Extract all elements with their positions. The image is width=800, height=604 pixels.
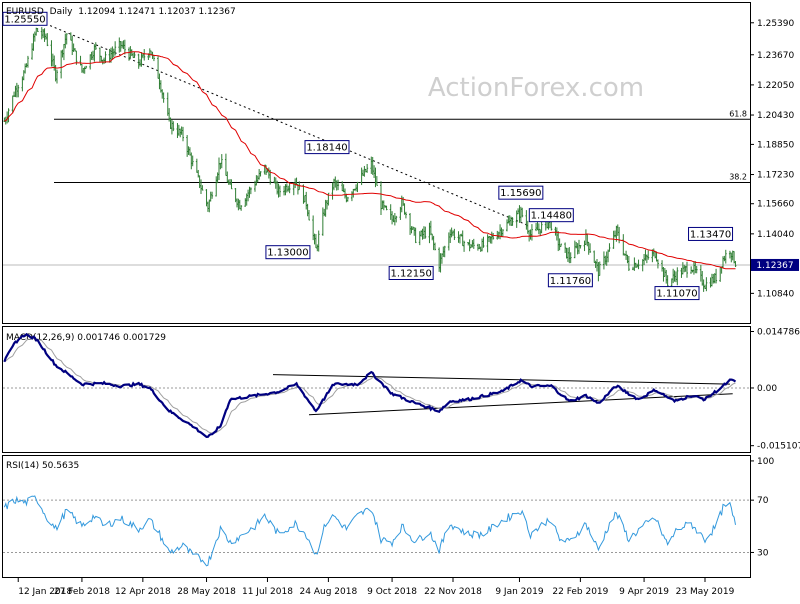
price-annotation-box	[2, 11, 48, 26]
last-price-box	[751, 258, 799, 271]
price-annotation: 1.13000	[267, 248, 308, 259]
macd-label: MACD(12,26,9) 0.001746 0.001729	[6, 333, 166, 343]
macd-trendline	[272, 374, 730, 385]
macd-layer: MACD(12,26,9) 0.001746 0.001729 0.014786 0…	[3, 327, 800, 452]
x-tick-label: 12 Jan 2018	[18, 587, 72, 597]
price-tick-label: 1.23670	[757, 51, 794, 61]
sma-line	[4, 51, 736, 270]
price-annotation-box	[498, 185, 544, 200]
ohlc: 1.12094 1.12471 1.12037 1.12367	[78, 7, 235, 17]
period: Daily	[50, 7, 73, 17]
price-annotation-box	[265, 245, 311, 260]
price-annotation: 1.25550	[4, 14, 45, 25]
x-tick-label: 22 Nov 2018	[424, 587, 482, 597]
price-annotation-box	[654, 286, 700, 301]
macd-line	[3, 332, 737, 439]
price-annotation-box	[304, 140, 350, 155]
fib-label-61.8: 61.8	[729, 109, 747, 118]
x-tick-label: 12 Apr 2018	[115, 587, 171, 597]
price-annotation: 1.15690	[500, 188, 541, 199]
rsi-tick-label: 30	[757, 548, 769, 558]
x-tick-label: 24 Aug 2018	[300, 587, 358, 597]
macd-tick-label: -0.015107	[757, 442, 800, 452]
x-tick-label: 9 Apr 2019	[619, 587, 669, 597]
trendline	[36, 19, 528, 226]
price-tick-label: 1.17230	[757, 171, 794, 181]
rsi-label: RSI(14) 50.5635	[6, 461, 79, 471]
price-annotation-box	[528, 208, 574, 223]
x-tick-label: 9 Oct 2018	[367, 587, 417, 597]
price-annotation: 1.11070	[656, 289, 697, 300]
fib-label-38.2: 38.2	[729, 173, 747, 182]
price-annotation-box	[388, 266, 434, 280]
macd-panel-frame	[2, 326, 751, 453]
price-tick-label: 1.15660	[757, 200, 794, 210]
price-tick-label: 1.20430	[757, 111, 794, 121]
rsi-tick-label: 100	[757, 457, 774, 467]
rsi-layer: RSI(14) 50.5635 100 70 30	[3, 457, 774, 567]
price-annotation: 1.11760	[550, 276, 591, 287]
price-tick-label: 1.22050	[757, 81, 794, 91]
x-tick-label: 23 May 2019	[676, 587, 735, 597]
macd-tick-label: 0.00	[757, 384, 777, 394]
price-annotation: 1.12150	[390, 269, 431, 280]
price-annotation: 1.18140	[306, 143, 347, 154]
rsi-tick-label: 70	[757, 496, 769, 506]
last-price-label: 1.12367	[756, 261, 793, 271]
price-tick-label: 1.18850	[757, 140, 794, 150]
x-tick-label: 27 Feb 2018	[54, 587, 110, 597]
price-annotation: 1.13470	[690, 229, 731, 240]
x-tick-label: 9 Jan 2019	[495, 587, 543, 597]
price-tick-label: 1.25390	[757, 19, 794, 29]
price-layer: 61.8 38.2 1.25550 1.18140 1.13000 1.12150 1.15…	[2, 11, 799, 301]
price-tick-label: 1.10840	[757, 289, 794, 299]
price-annotation-box	[547, 273, 593, 288]
x-tick-label: 22 Feb 2019	[552, 587, 608, 597]
price-annotation-box	[688, 226, 734, 241]
price-annotation: 1.14480	[531, 211, 572, 222]
rsi-line	[3, 495, 736, 567]
rsi-panel-frame	[2, 455, 751, 578]
macd-trendline	[308, 393, 733, 416]
x-tick-label: 11 Jul 2018	[242, 587, 293, 597]
symbol: EURUSD	[6, 7, 44, 17]
chart-header: EURUSD Daily 1.12094 1.12471 1.12037 1.1…	[6, 7, 236, 17]
price-tick-label: 1.14040	[757, 230, 794, 240]
watermark: ActionForex.com	[428, 73, 644, 103]
x-tick-label: 28 May 2018	[177, 587, 236, 597]
price-panel-frame	[2, 2, 751, 324]
macd-tick-label: 0.014786	[757, 327, 800, 337]
